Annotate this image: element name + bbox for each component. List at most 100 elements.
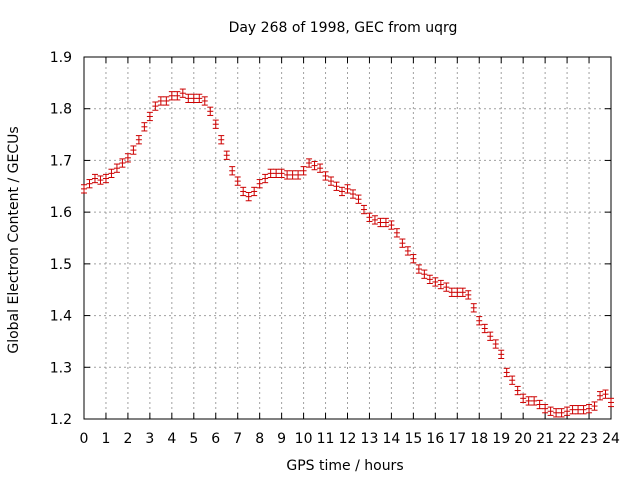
data-point <box>262 173 269 184</box>
data-point <box>333 181 340 191</box>
data-point <box>322 171 329 181</box>
y-axis-label: Global Electron Content / GECUs <box>6 126 22 353</box>
data-point <box>470 303 477 313</box>
data-point <box>388 220 395 230</box>
data-point <box>597 391 604 401</box>
data-point <box>229 166 236 176</box>
data-point <box>251 186 258 197</box>
data-point <box>580 405 587 415</box>
data-point <box>218 135 225 145</box>
data-point <box>536 399 543 410</box>
y-tick-label: 1.8 <box>50 102 72 118</box>
x-tick-label: 16 <box>426 431 444 447</box>
x-tick-label: 6 <box>211 431 220 447</box>
x-tick-label: 9 <box>277 431 286 447</box>
data-point <box>366 212 373 222</box>
data-point <box>273 168 280 178</box>
data-point <box>141 122 148 132</box>
x-tick-label: 7 <box>233 431 242 447</box>
data-point <box>311 160 318 171</box>
x-tick-label: 13 <box>361 431 379 447</box>
x-axis-label: GPS time / hours <box>286 458 403 474</box>
x-tick-label: 22 <box>558 431 576 447</box>
x-tick-label: 2 <box>123 431 132 447</box>
data-point <box>135 135 142 145</box>
data-point <box>86 179 93 189</box>
data-point <box>492 339 499 349</box>
data-point <box>602 389 609 399</box>
data-point <box>295 170 302 180</box>
x-tick-label: 23 <box>580 431 598 447</box>
data-point <box>421 269 428 279</box>
grid <box>84 57 611 419</box>
x-tick-label: 19 <box>492 431 510 447</box>
data-point <box>212 119 219 129</box>
data-point <box>157 96 164 106</box>
data-point <box>113 163 120 173</box>
data-point <box>415 264 422 274</box>
data-point <box>360 204 367 215</box>
data-point <box>426 274 433 285</box>
data-point <box>207 106 214 116</box>
data-point <box>196 93 203 104</box>
data-point <box>168 91 175 101</box>
x-tick-label: 4 <box>167 431 176 447</box>
data-point <box>355 194 362 204</box>
data-point <box>289 170 296 180</box>
data-point <box>564 406 571 416</box>
data-point <box>256 179 263 189</box>
data-point <box>344 184 351 194</box>
data-point <box>399 238 406 248</box>
data-point <box>498 349 505 359</box>
data-marks <box>81 88 614 418</box>
data-point <box>575 405 582 415</box>
x-tick-label: 1 <box>101 431 110 447</box>
y-tick-label: 1.5 <box>50 257 72 273</box>
data-point <box>267 168 274 178</box>
x-tick-label: 18 <box>470 431 488 447</box>
x-tick-label: 24 <box>602 431 620 447</box>
y-tick-label: 1.3 <box>50 360 72 376</box>
tick-labels: 0 1 2 3 4 5 6 7 8 9 10 11 12 13 14 15 16 17 18 19 20 21 22 23 24… <box>50 50 620 447</box>
x-tick-label: 14 <box>383 431 401 447</box>
data-point <box>174 91 181 101</box>
data-point <box>432 277 439 287</box>
data-point <box>448 287 455 297</box>
y-tick-label: 1.9 <box>50 50 72 66</box>
x-tick-label: 20 <box>514 431 532 447</box>
y-tick-label: 1.4 <box>50 309 72 325</box>
data-point <box>234 176 241 186</box>
data-point <box>558 408 565 418</box>
data-point <box>185 93 192 104</box>
data-point <box>339 186 346 197</box>
data-point <box>454 287 461 297</box>
data-point <box>278 168 285 178</box>
data-point <box>525 396 532 406</box>
data-point <box>119 158 126 168</box>
data-point <box>179 88 186 98</box>
data-point <box>404 246 411 256</box>
data-point <box>102 173 109 184</box>
x-tick-label: 3 <box>145 431 154 447</box>
data-point <box>382 217 389 228</box>
y-tick-label: 1.7 <box>50 153 72 169</box>
data-point <box>377 217 384 228</box>
data-point <box>503 367 510 378</box>
x-tick-label: 21 <box>536 431 554 447</box>
data-point <box>245 191 252 202</box>
data-point <box>300 166 307 176</box>
data-point <box>542 404 549 414</box>
chart-title: Day 268 of 1998, GEC from uqrg <box>229 20 458 36</box>
x-tick-label: 8 <box>255 431 264 447</box>
data-point <box>547 406 554 416</box>
data-point <box>152 101 159 111</box>
data-point <box>284 170 291 180</box>
data-point <box>163 96 170 106</box>
data-point <box>569 405 576 415</box>
data-point <box>410 254 417 264</box>
data-point <box>520 393 527 403</box>
data-point <box>465 290 472 300</box>
data-point <box>190 93 197 104</box>
data-point <box>553 408 560 418</box>
